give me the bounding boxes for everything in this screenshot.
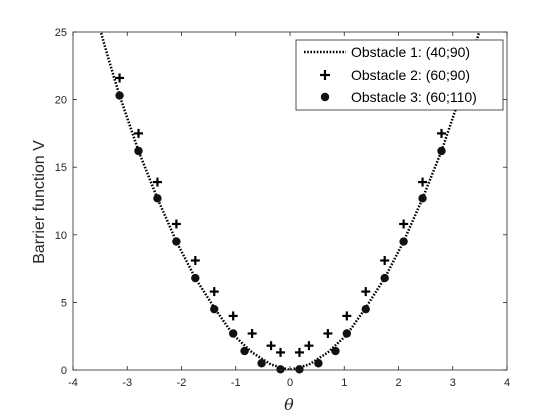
legend-entry-obstacle-2: Obstacle 2: (60;90) [351, 67, 470, 83]
plus-marker [276, 347, 286, 357]
legend: Obstacle 1: (40;90) Obstacle 2: (60;90) … [295, 39, 504, 111]
plus-marker [247, 328, 257, 338]
dot-marker [153, 194, 162, 203]
plus-marker [228, 311, 238, 321]
x-tick-label: 2 [395, 377, 401, 389]
legend-dot-icon [320, 92, 330, 102]
dot-marker [191, 273, 200, 283]
dot-marker [210, 304, 219, 314]
dot-marker [314, 359, 323, 368]
dot-marker [380, 273, 389, 283]
plus-marker [171, 219, 181, 229]
dot-marker [115, 91, 124, 100]
plus-marker [294, 347, 304, 357]
plus-marker [323, 328, 333, 338]
dot-marker [295, 365, 304, 374]
y-tick-label: 15 [55, 162, 67, 174]
dot-marker [418, 194, 427, 203]
y-tick-label: 0 [61, 365, 67, 377]
x-tick-label: 3 [450, 377, 456, 389]
legend-entry-obstacle-1: Obstacle 1: (40;90) [351, 44, 470, 60]
plus-marker [304, 341, 314, 351]
dot-marker [228, 329, 238, 338]
x-tick-label: 1 [341, 377, 347, 389]
dot-marker [331, 346, 340, 356]
x-tick-label: -1 [231, 377, 241, 389]
dot-marker [437, 146, 446, 156]
legend-entry-obstacle-3: Obstacle 3: (60;110) [351, 89, 477, 105]
dot-marker [342, 329, 352, 338]
plus-marker [152, 177, 162, 187]
x-tick-label: 4 [504, 377, 510, 389]
dot-marker [240, 346, 249, 356]
x-tick-label: 0 [287, 377, 293, 389]
x-tick-label: -3 [122, 377, 132, 389]
plus-marker [342, 311, 352, 321]
series-obstacle-2 [115, 73, 465, 357]
ticks-layer: -4 -3 -2 -1 0 1 2 3 4 0 5 10 15 20 25 [55, 27, 510, 389]
dot-marker [257, 359, 266, 368]
x-axis-label: θ [284, 395, 294, 414]
dot-marker [276, 365, 285, 374]
plus-marker [266, 341, 276, 351]
plus-marker [380, 255, 390, 265]
y-tick-label: 20 [55, 95, 67, 107]
dot-marker [399, 237, 408, 246]
plus-marker [436, 128, 446, 138]
y-tick-label: 5 [61, 297, 67, 309]
dot-marker [361, 304, 370, 314]
y-tick-label: 10 [55, 230, 67, 242]
plus-marker [399, 219, 409, 229]
plus-marker [361, 287, 371, 297]
plus-marker [209, 287, 219, 297]
x-tick-label: -4 [68, 377, 78, 389]
x-tick-label: -2 [177, 377, 187, 389]
plus-marker [134, 128, 144, 138]
dot-marker [134, 146, 143, 156]
plus-marker [418, 177, 428, 187]
plus-marker [115, 73, 125, 83]
legend-plus-icon [320, 70, 330, 80]
y-axis-label: Barrier function V [31, 140, 48, 264]
dot-marker [172, 237, 181, 246]
plus-marker [190, 255, 200, 265]
y-tick-label: 25 [55, 27, 67, 39]
